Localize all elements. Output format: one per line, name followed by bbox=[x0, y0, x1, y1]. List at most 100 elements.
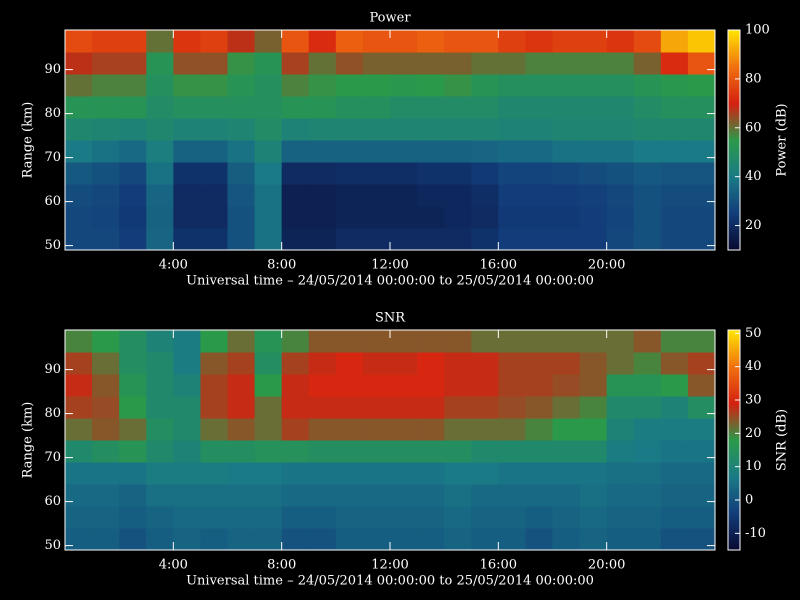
colorbar-step bbox=[728, 36, 740, 39]
heat-cell bbox=[227, 96, 256, 119]
colorbar-tick-label: -10 bbox=[745, 526, 766, 541]
colorbar-step bbox=[728, 528, 740, 531]
heat-cell bbox=[444, 396, 472, 419]
heat-cell bbox=[552, 396, 581, 419]
colorbar-step bbox=[728, 500, 740, 503]
colorbar-step bbox=[728, 456, 740, 459]
colorbar-step bbox=[728, 470, 740, 473]
heat-cell bbox=[579, 396, 608, 419]
heat-cell bbox=[119, 118, 147, 141]
heat-cell bbox=[471, 506, 499, 529]
heat-cell bbox=[281, 462, 310, 485]
heat-cell bbox=[281, 206, 310, 229]
heat-cell bbox=[633, 418, 662, 441]
heat-cell bbox=[579, 30, 608, 53]
heat-cell bbox=[254, 140, 283, 163]
heat-cell bbox=[281, 184, 310, 207]
colorbar-step bbox=[728, 248, 740, 251]
heat-cell bbox=[308, 140, 337, 163]
heat-cell bbox=[200, 352, 228, 375]
colorbar-step bbox=[728, 398, 740, 401]
heat-cell bbox=[335, 52, 364, 75]
heat-cell bbox=[390, 96, 418, 119]
heat-cell bbox=[65, 374, 93, 397]
colorbar-step bbox=[728, 164, 740, 167]
heat-cell bbox=[552, 528, 581, 551]
heat-cell bbox=[498, 228, 526, 251]
heat-cell bbox=[417, 374, 445, 397]
heat-cell bbox=[254, 30, 283, 53]
heat-cell bbox=[552, 330, 581, 353]
colorbar-step bbox=[728, 160, 740, 163]
colorbar-step bbox=[728, 416, 740, 419]
colorbar-step bbox=[728, 498, 740, 501]
colorbar-step bbox=[728, 548, 740, 551]
colorbar-step bbox=[728, 390, 740, 393]
x-axis-label: Universal time – 24/05/2014 00:00:00 to … bbox=[186, 274, 594, 289]
x-tick-label: 12:00 bbox=[371, 258, 408, 273]
colorbar-step bbox=[728, 542, 740, 545]
heat-cell bbox=[444, 462, 472, 485]
colorbar-step bbox=[728, 346, 740, 349]
heat-cell bbox=[471, 184, 499, 207]
heat-cell bbox=[606, 228, 635, 251]
colorbar-step bbox=[728, 130, 740, 133]
heat-cell bbox=[119, 30, 147, 53]
heat-cell bbox=[308, 184, 337, 207]
colorbar-step bbox=[728, 458, 740, 461]
heat-cell bbox=[633, 228, 662, 251]
heat-cell bbox=[498, 206, 526, 229]
heat-cell bbox=[687, 352, 716, 375]
heat-cell bbox=[335, 528, 364, 551]
heat-cell bbox=[390, 418, 418, 441]
heat-cell bbox=[65, 162, 93, 185]
colorbar-step bbox=[728, 126, 740, 129]
heat-cell bbox=[362, 184, 391, 207]
colorbar-step bbox=[728, 244, 740, 247]
heat-cell bbox=[471, 140, 499, 163]
heat-cell bbox=[362, 162, 391, 185]
heat-cell bbox=[633, 462, 662, 485]
heat-cell bbox=[633, 162, 662, 185]
colorbar-step bbox=[728, 358, 740, 361]
heat-cell bbox=[227, 184, 256, 207]
heat-cell bbox=[335, 96, 364, 119]
heat-cell bbox=[146, 396, 174, 419]
heat-cell bbox=[390, 118, 418, 141]
heat-cell bbox=[254, 374, 283, 397]
colorbar-step bbox=[728, 350, 740, 353]
heat-cell bbox=[92, 96, 120, 119]
heat-cell bbox=[227, 52, 256, 75]
colorbar-step bbox=[728, 148, 740, 151]
colorbar-step bbox=[728, 394, 740, 397]
colorbar-step bbox=[728, 182, 740, 185]
heat-cell bbox=[119, 228, 147, 251]
heat-cell bbox=[146, 418, 174, 441]
heat-cell bbox=[335, 396, 364, 419]
colorbar-step bbox=[728, 504, 740, 507]
heat-cell bbox=[362, 374, 391, 397]
colorbar-step bbox=[728, 218, 740, 221]
heat-cell bbox=[92, 528, 120, 551]
colorbar-step bbox=[728, 212, 740, 215]
colorbar-step bbox=[728, 214, 740, 217]
heat-cell bbox=[660, 418, 689, 441]
heat-cell bbox=[254, 52, 283, 75]
heat-cell bbox=[660, 330, 689, 353]
heat-cell bbox=[362, 30, 391, 53]
heat-cell bbox=[227, 484, 256, 507]
colorbar-step bbox=[728, 180, 740, 183]
heat-cell bbox=[146, 462, 174, 485]
heat-cell bbox=[65, 228, 93, 251]
heat-cell bbox=[308, 528, 337, 551]
heat-cell bbox=[173, 506, 201, 529]
colorbar-step bbox=[728, 378, 740, 381]
heat-cell bbox=[471, 52, 499, 75]
colorbar-step bbox=[728, 188, 740, 191]
colorbar-step bbox=[728, 120, 740, 123]
heat-cell bbox=[606, 30, 635, 53]
heat-cell bbox=[633, 184, 662, 207]
colorbar-step bbox=[728, 400, 740, 403]
heat-cell bbox=[444, 162, 472, 185]
heat-cell bbox=[552, 418, 581, 441]
